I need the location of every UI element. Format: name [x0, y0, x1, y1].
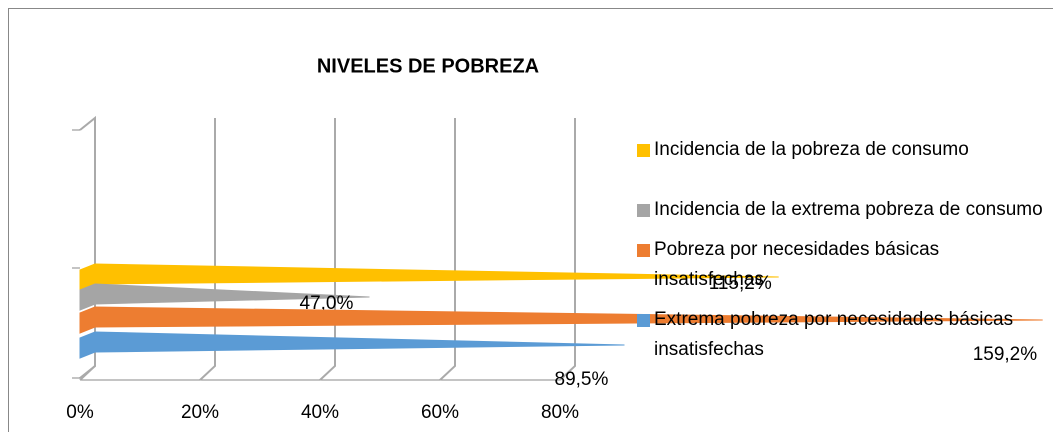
chart-title: NIVELES DE POBREZA [317, 55, 539, 77]
chart-border [8, 8, 1053, 432]
data-label: 89,5% [555, 369, 609, 390]
x-tick-label: 80% [541, 402, 579, 423]
x-tick-label: 20% [181, 402, 219, 423]
grid-line [319, 118, 336, 381]
legend-swatch [637, 314, 650, 327]
legend-label: Incidencia de la extrema pobreza de cons… [654, 199, 1043, 220]
grid-line [559, 118, 576, 381]
data-label: 115,2% [709, 273, 772, 294]
bar [79, 331, 625, 359]
legend-item: Extrema pobreza por necesidades básicas … [637, 305, 1053, 365]
legend-label: Incidencia de la pobreza de consumo [654, 139, 969, 160]
legend: Incidencia de la pobreza de consumo Incid… [637, 135, 1053, 375]
grid-line [199, 118, 216, 381]
x-tick-label: 60% [421, 402, 459, 423]
data-label: 47,0% [300, 293, 354, 314]
legend-swatch [637, 144, 650, 157]
x-tick-label: 40% [301, 402, 339, 423]
legend-swatch [637, 204, 650, 217]
bar [79, 263, 779, 291]
legend-item: Incidencia de la extrema pobreza de cons… [637, 195, 1053, 225]
grid-line [79, 118, 96, 381]
legend-item: Incidencia de la pobreza de consumo [637, 135, 1053, 165]
x-tick-label: 0% [66, 402, 94, 423]
legend-label: Pobreza por necesidades básicas insatisf… [654, 239, 940, 290]
legend-label: Extrema pobreza por necesidades básicas … [654, 309, 1014, 360]
legend-item: Pobreza por necesidades básicas insatisf… [637, 235, 1053, 295]
legend-swatch [637, 244, 650, 257]
grid-line [439, 118, 456, 381]
data-label: 159,2% [973, 344, 1038, 365]
bar [79, 306, 1043, 334]
bar [79, 283, 370, 311]
